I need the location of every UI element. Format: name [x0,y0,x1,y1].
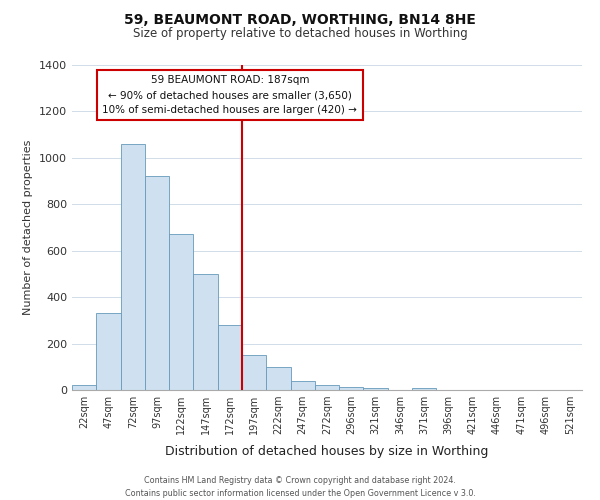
Bar [266,367,290,390]
Y-axis label: Number of detached properties: Number of detached properties [23,140,34,315]
Bar [339,387,364,390]
Bar [72,386,96,390]
Bar [145,176,169,390]
Bar [290,381,315,390]
Text: 59, BEAUMONT ROAD, WORTHING, BN14 8HE: 59, BEAUMONT ROAD, WORTHING, BN14 8HE [124,12,476,26]
Bar [412,388,436,390]
Bar [96,314,121,390]
Bar [218,325,242,390]
X-axis label: Distribution of detached houses by size in Worthing: Distribution of detached houses by size … [166,446,488,458]
Text: Contains HM Land Registry data © Crown copyright and database right 2024.
Contai: Contains HM Land Registry data © Crown c… [125,476,475,498]
Bar [193,274,218,390]
Bar [315,386,339,390]
Bar [121,144,145,390]
Bar [169,234,193,390]
Bar [364,388,388,390]
Bar [242,355,266,390]
Text: 59 BEAUMONT ROAD: 187sqm
← 90% of detached houses are smaller (3,650)
10% of sem: 59 BEAUMONT ROAD: 187sqm ← 90% of detach… [103,76,357,115]
Text: Size of property relative to detached houses in Worthing: Size of property relative to detached ho… [133,28,467,40]
